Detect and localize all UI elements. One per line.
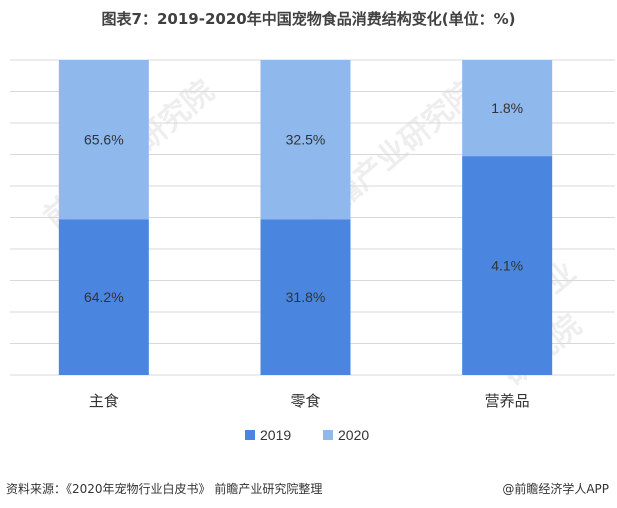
- x-tick-label: 主食: [89, 392, 119, 410]
- data-label-2020: 1.8%: [491, 100, 523, 116]
- bar-2020: [462, 60, 553, 157]
- bar-2020: [58, 60, 149, 220]
- data-label-2020: 32.5%: [286, 132, 326, 148]
- legend-label-2020: 2020: [338, 427, 369, 443]
- x-tick-label: 零食: [290, 392, 320, 410]
- chart-title: 图表7：2019-2020年中国宠物食品消费结构变化(单位：%): [101, 10, 516, 28]
- bar-2020: [260, 60, 351, 220]
- x-tick-labels: 主食 零食 营养品: [89, 392, 530, 410]
- data-label-2019: 31.8%: [286, 289, 326, 305]
- data-label-2019: 64.2%: [84, 289, 124, 305]
- x-tick-label: 营养品: [485, 392, 530, 410]
- stacked-bar-chart: 64.2% 65.6% 31.8% 32.5% 4.1% 1.8% 主食 零食 营养品 201…: [10, 59, 615, 443]
- data-label-2020: 65.6%: [84, 132, 124, 148]
- bar-2019: [58, 219, 149, 375]
- data-labels: 64.2% 65.6% 31.8% 32.5% 4.1% 1.8%: [84, 100, 523, 305]
- legend: 2019 2020: [245, 427, 369, 443]
- legend-label-2019: 2019: [260, 427, 291, 443]
- legend-swatch-2019: [245, 430, 255, 440]
- data-label-2019: 4.1%: [491, 258, 523, 274]
- bars: [58, 60, 553, 375]
- brand-note: @前瞻经济学人APP: [502, 482, 609, 496]
- legend-swatch-2020: [323, 430, 333, 440]
- bar-2019: [260, 219, 351, 375]
- source-note: 资料来源：《2020年宠物行业白皮书》 前瞻产业研究院整理: [6, 482, 323, 496]
- bar-2019: [462, 156, 553, 375]
